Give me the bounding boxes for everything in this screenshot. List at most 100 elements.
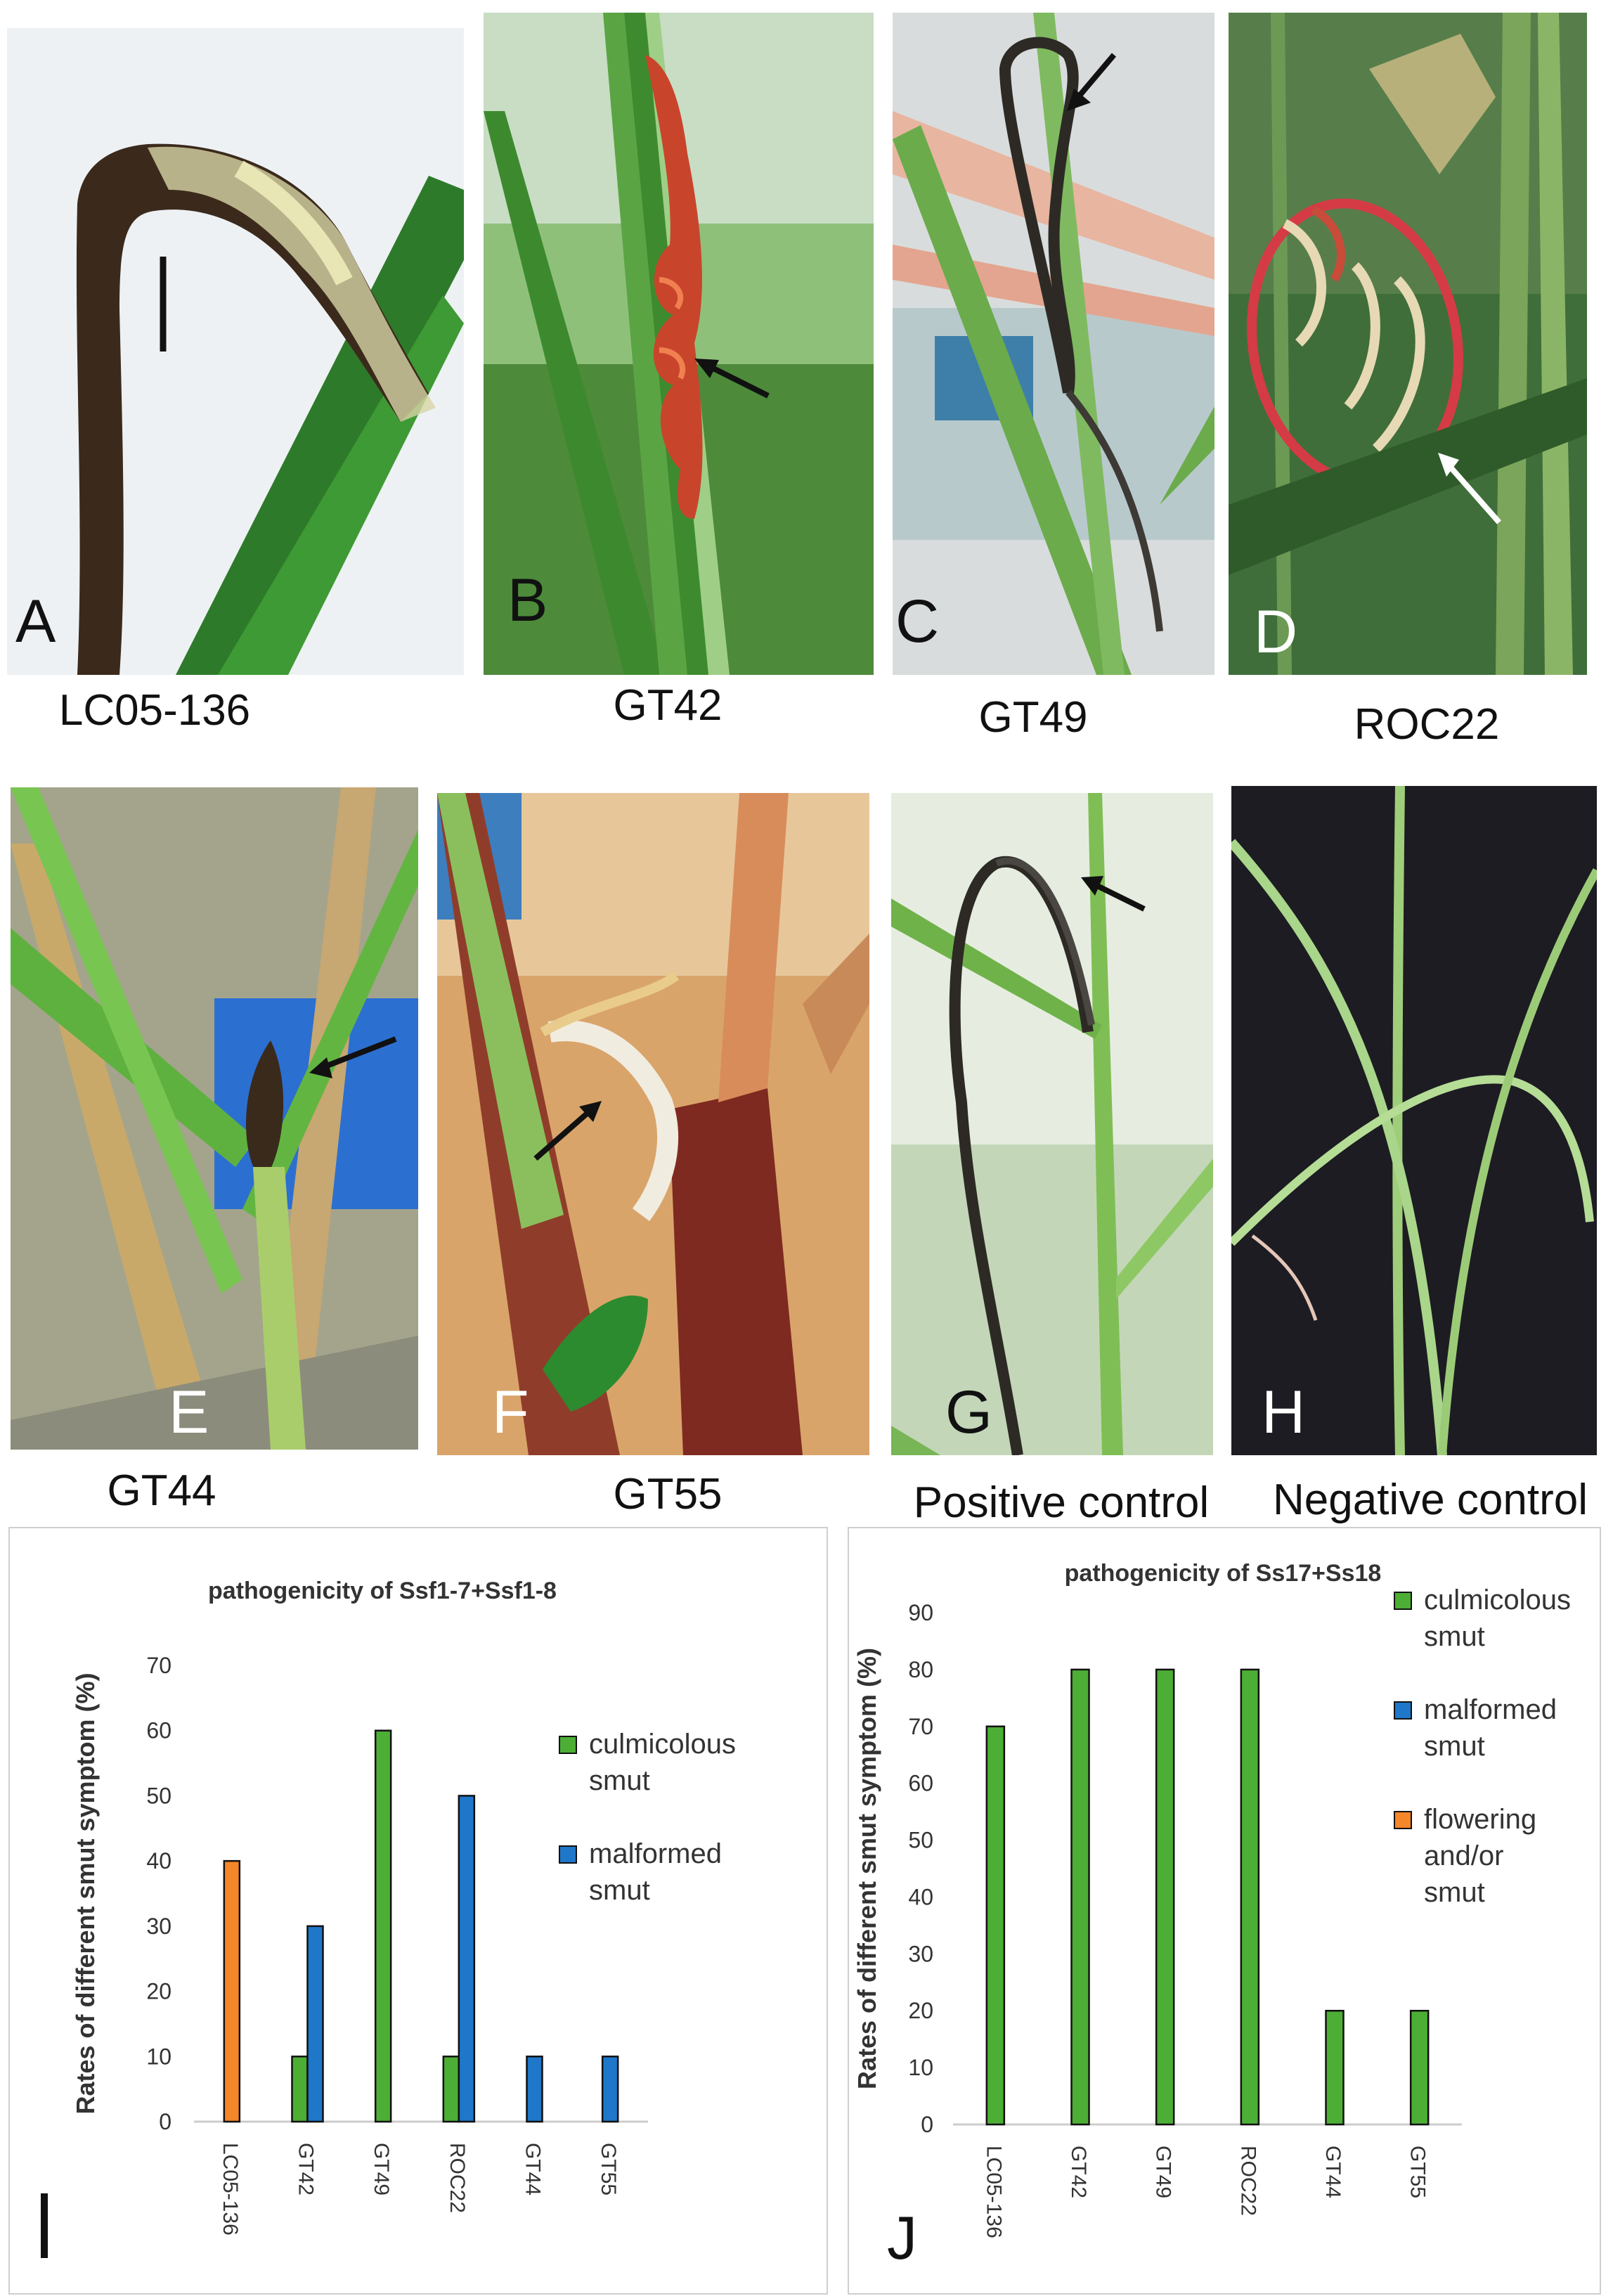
y-tick-label: 10 bbox=[146, 2044, 171, 2069]
legend-swatch bbox=[1394, 1701, 1412, 1720]
panel-letter-c: C bbox=[895, 588, 940, 655]
bar bbox=[526, 2056, 543, 2123]
y-tick-label: 20 bbox=[908, 1998, 933, 2023]
caption-roc22: ROC22 bbox=[1354, 700, 1500, 749]
caption-positive-control: Positive control bbox=[913, 1478, 1210, 1527]
photo-e-gt44 bbox=[11, 787, 418, 1450]
legend-label: smut bbox=[1424, 1621, 1485, 1652]
panel-letter-a: A bbox=[15, 588, 56, 655]
bar bbox=[306, 1925, 324, 2123]
caption-negative-control: Negative control bbox=[1272, 1476, 1588, 1524]
y-tick-label: 0 bbox=[921, 2112, 933, 2137]
panel-letter-d: D bbox=[1254, 598, 1298, 666]
bar bbox=[374, 1729, 392, 2123]
y-tick-label: 30 bbox=[908, 1941, 933, 1966]
y-axis-label: Rates of different smut symptom (%) bbox=[853, 1648, 881, 2089]
chart-i: pathogenicity of Ssf1-7+Ssf1-8 Rates of d… bbox=[71, 1578, 736, 2236]
bar bbox=[223, 1859, 241, 2123]
y-tick-label: 50 bbox=[908, 1828, 933, 1853]
y-tick-label: 60 bbox=[146, 1718, 171, 1743]
caption-gt55: GT55 bbox=[613, 1470, 723, 1518]
legend-label: malformed bbox=[1424, 1694, 1557, 1725]
bar bbox=[1155, 1668, 1175, 2126]
chart-j-box: pathogenicity of Ss17+Ss18 Rates of diffe… bbox=[848, 1527, 1601, 2295]
photo-a-lc05-136 bbox=[7, 28, 464, 675]
y-tick-label: 40 bbox=[146, 1848, 171, 1873]
x-tick-label: ROC22 bbox=[446, 2143, 469, 2213]
legend-label: culmicolous bbox=[589, 1729, 736, 1760]
x-tick-label: LC05-136 bbox=[219, 2143, 242, 2236]
y-tick-label: 50 bbox=[146, 1783, 171, 1808]
bar bbox=[985, 1725, 1006, 2126]
bar bbox=[601, 2056, 619, 2123]
y-tick-label: 80 bbox=[908, 1657, 933, 1682]
chart-i-box: pathogenicity of Ssf1-7+Ssf1-8 Rates of d… bbox=[8, 1527, 828, 2295]
legend-label: smut bbox=[589, 1765, 650, 1796]
photo-b-gt42 bbox=[484, 13, 874, 675]
x-tick-label: GT49 bbox=[370, 2143, 393, 2195]
x-tick-label: GT44 bbox=[522, 2143, 545, 2195]
photo-f-gt55 bbox=[437, 793, 869, 1455]
bar bbox=[442, 2056, 460, 2123]
y-tick-label: 10 bbox=[908, 2055, 933, 2080]
y-tick-label: 70 bbox=[146, 1653, 171, 1678]
bar bbox=[1070, 1668, 1090, 2126]
panel-letter-b: B bbox=[507, 567, 548, 634]
legend-swatch bbox=[559, 1736, 577, 1754]
x-tick-label: GT55 bbox=[1406, 2146, 1430, 2198]
legend-swatch bbox=[1394, 1592, 1412, 1610]
legend-label: smut bbox=[1424, 1877, 1485, 1908]
chart-j: pathogenicity of Ss17+Ss18 Rates of diffe… bbox=[853, 1560, 1571, 2238]
photo-h-negative-control bbox=[1231, 786, 1597, 1455]
panel-letter-g: G bbox=[945, 1379, 992, 1446]
arrow-icon bbox=[694, 359, 719, 378]
bar bbox=[458, 1795, 476, 2123]
y-tick-label: 30 bbox=[146, 1914, 171, 1939]
legend-label: smut bbox=[589, 1875, 650, 1906]
caption-lc05-136: LC05-136 bbox=[58, 686, 251, 735]
legend-label: and/or bbox=[1424, 1840, 1503, 1871]
x-tick-label: GT42 bbox=[1067, 2146, 1090, 2198]
legend-swatch bbox=[559, 1845, 577, 1864]
x-tick-label: GT49 bbox=[1152, 2146, 1175, 2198]
arrow-icon bbox=[1438, 453, 1459, 477]
panel-letter-i bbox=[41, 2193, 48, 2258]
y-tick-label: 40 bbox=[908, 1884, 933, 1909]
caption-gt44: GT44 bbox=[107, 1466, 216, 1515]
y-tick-label: 0 bbox=[159, 2109, 171, 2134]
y-axis-label: Rates of different smut symptom (%) bbox=[71, 1672, 100, 2114]
arrow-icon bbox=[1067, 89, 1091, 111]
chart-title: pathogenicity of Ss17+Ss18 bbox=[1065, 1560, 1382, 1587]
legend-swatch bbox=[1394, 1811, 1412, 1829]
x-tick-label: GT42 bbox=[294, 2143, 318, 2195]
caption-gt42: GT42 bbox=[613, 681, 723, 730]
legend-label: flowering bbox=[1424, 1804, 1536, 1835]
panel-letter-f: F bbox=[492, 1379, 529, 1446]
x-tick-label: GT44 bbox=[1321, 2146, 1345, 2198]
bar bbox=[1409, 2009, 1430, 2126]
y-tick-label: 90 bbox=[908, 1600, 933, 1625]
bar bbox=[1240, 1668, 1260, 2126]
legend-label: smut bbox=[1424, 1731, 1485, 1762]
panel-letter-j: J bbox=[887, 2205, 917, 2272]
bar bbox=[291, 2056, 309, 2123]
panel-letter-e: E bbox=[169, 1379, 209, 1446]
legend-label: culmicolous bbox=[1424, 1585, 1571, 1615]
photo-c-gt49 bbox=[893, 13, 1214, 675]
arrow-icon bbox=[1081, 876, 1103, 896]
caption-gt49: GT49 bbox=[978, 693, 1088, 742]
legend-label: malformed bbox=[589, 1838, 722, 1869]
chart-title: pathogenicity of Ssf1-7+Ssf1-8 bbox=[208, 1578, 557, 1604]
panel-letter-h: H bbox=[1262, 1379, 1306, 1446]
arrow-icon bbox=[309, 1057, 332, 1078]
x-tick-label: LC05-136 bbox=[982, 2146, 1005, 2238]
x-tick-label: ROC22 bbox=[1236, 2146, 1259, 2216]
photo-g-positive-control bbox=[891, 793, 1213, 1455]
y-tick-label: 60 bbox=[908, 1771, 933, 1796]
x-tick-label: GT55 bbox=[597, 2143, 620, 2195]
y-tick-label: 20 bbox=[146, 1979, 171, 2004]
arrow-icon bbox=[579, 1101, 602, 1122]
y-tick-label: 70 bbox=[908, 1714, 933, 1739]
photo-d-roc22 bbox=[1229, 13, 1587, 675]
bar bbox=[1325, 2009, 1345, 2126]
